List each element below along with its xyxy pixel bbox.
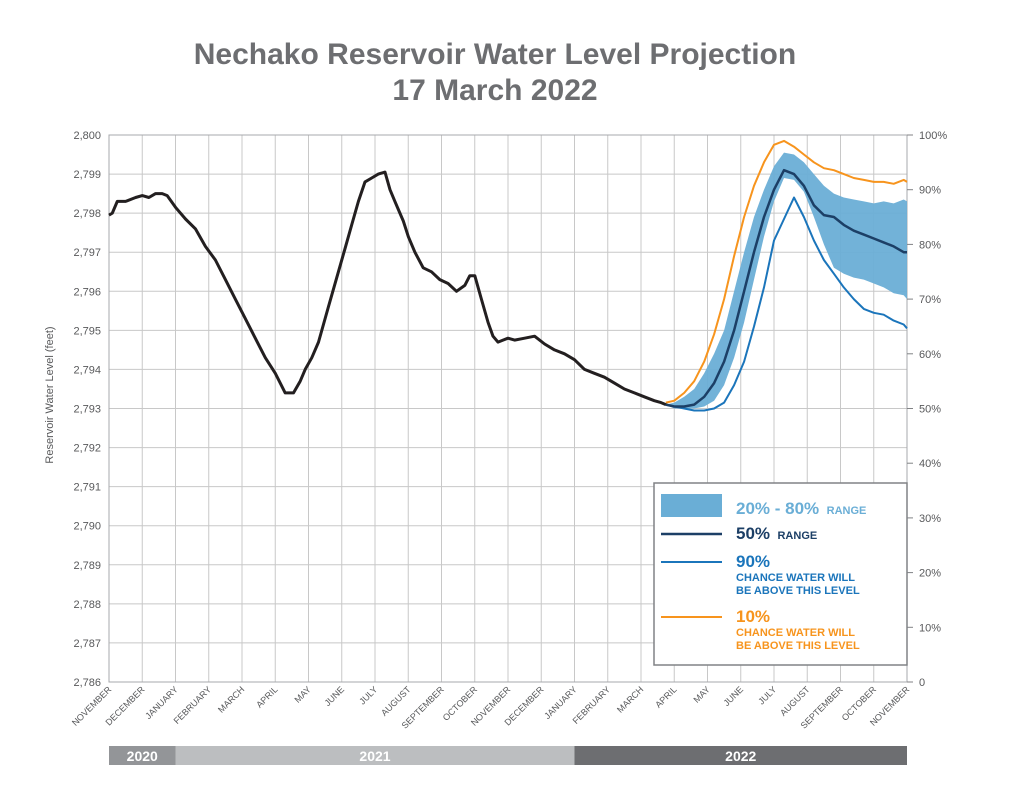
x-tick-label: JUNE — [322, 684, 346, 708]
year-bar: 2020 2021 2022 — [109, 746, 907, 765]
legend-p10-desc2: BE ABOVE THIS LEVEL — [736, 640, 860, 652]
year-label: 2020 — [127, 748, 158, 764]
x-tick-label: AUGUST — [778, 684, 812, 718]
year-band-2020 — [109, 746, 176, 765]
y-axis-left: 2,786 2,787 2,788 2,789 2,790 2,791 2,792 2,793… — [73, 130, 101, 689]
y-tick-label: 2,798 — [73, 208, 101, 220]
series-line-p10 — [665, 139, 908, 404]
y2-tick-label: 50% — [919, 404, 941, 416]
y-tick-label: 2,790 — [73, 521, 101, 533]
y2-tick-label: 30% — [919, 513, 941, 525]
series-line-p50 — [665, 168, 907, 408]
x-tick-label: JUNE — [721, 684, 745, 708]
y2-tick-label: 40% — [919, 458, 941, 470]
legend: 20% - 80% RANGE 50% RANGE 90% CHANCE WAT… — [653, 482, 908, 666]
series-line-p90 — [665, 196, 908, 412]
y-axis-label: Reservoir Water Level (feet) — [44, 326, 56, 463]
x-tick-label: AUGUST — [379, 684, 413, 718]
y2-tick-label: 10% — [919, 622, 941, 634]
y-tick-label: 2,786 — [73, 677, 101, 689]
y2-tick-label: 80% — [919, 239, 941, 251]
y-tick-label: 2,792 — [73, 443, 101, 455]
series-band-20-80 — [665, 152, 907, 409]
y2-tick-label: 100% — [919, 130, 947, 142]
y2-tick-label: 70% — [919, 294, 941, 306]
y-tick-label: 2,800 — [73, 130, 101, 142]
year-band-2021 — [175, 746, 575, 765]
y2-tick-label: 90% — [919, 185, 941, 197]
y2-tick-label: 60% — [919, 349, 941, 361]
y-tick-label: 2,789 — [73, 560, 101, 572]
legend-p90-desc1: CHANCE WATER WILL — [736, 572, 855, 584]
y-tick-label: 2,794 — [73, 364, 101, 376]
y-tick-label: 2,787 — [73, 638, 101, 650]
x-tick-label: APRIL — [653, 684, 678, 709]
y-tick-label: 2,795 — [73, 325, 101, 337]
y-tick-label: 2,793 — [73, 404, 101, 416]
y-tick-label: 2,788 — [73, 599, 101, 611]
legend-p50-label: 50% RANGE — [736, 524, 817, 543]
y-tick-label: 2,791 — [73, 482, 101, 494]
x-tick-label: MARCH — [615, 684, 645, 714]
year-band-2022 — [574, 746, 907, 765]
x-tick-label: JULY — [357, 684, 379, 706]
chart-title: Nechako Reservoir Water Level Projection — [193, 38, 797, 71]
y2-tick-label: 0 — [919, 677, 925, 689]
year-label: 2022 — [725, 748, 756, 764]
chart-subtitle: 17 March 2022 — [392, 74, 598, 107]
x-tick-label: MARCH — [216, 684, 246, 714]
y-axis-right: 0 10% 20% 30% 40% 50% 60% 70% 80% 90% 100% — [907, 130, 947, 689]
series-layer — [108, 139, 908, 412]
legend-p90-value: 90% — [736, 552, 770, 571]
y2-tick-label: 20% — [919, 568, 941, 580]
x-tick-label: MAY — [692, 684, 712, 704]
x-tick-label: MAY — [293, 684, 313, 704]
x-tick-label: JULY — [756, 684, 778, 706]
legend-swatch-range — [661, 494, 722, 517]
series-line-historical — [108, 170, 667, 406]
y-tick-label: 2,796 — [73, 286, 101, 298]
legend-range-label: 20% - 80% RANGE — [736, 499, 866, 518]
y-tick-label: 2,797 — [73, 247, 101, 259]
legend-p10-value: 10% — [736, 607, 770, 626]
legend-p90-desc2: BE ABOVE THIS LEVEL — [736, 585, 860, 597]
y-tick-label: 2,799 — [73, 169, 101, 181]
year-label: 2021 — [359, 748, 390, 764]
x-tick-label: APRIL — [254, 684, 279, 709]
legend-p10-desc1: CHANCE WATER WILL — [736, 627, 855, 639]
